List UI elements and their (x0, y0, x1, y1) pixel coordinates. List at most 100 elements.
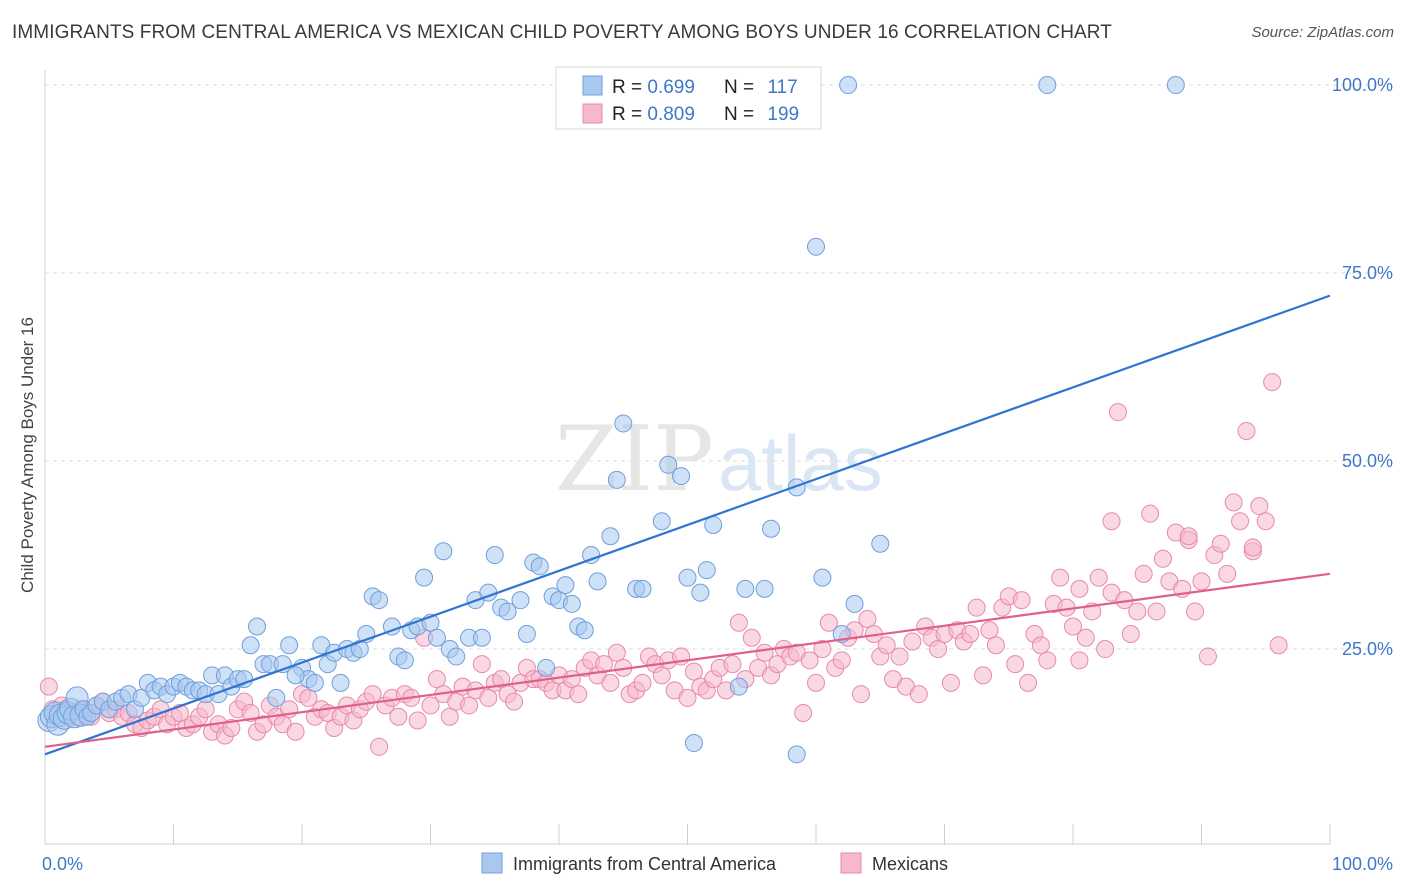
data-point-immigrants (755, 579, 774, 598)
data-point-mexicans (941, 673, 960, 692)
data-point-mexicans (974, 666, 993, 685)
data-point-immigrants (267, 688, 286, 707)
x-tick-label: 0.0% (42, 854, 83, 874)
x-tick-label: 100.0% (1332, 854, 1393, 874)
data-point-mexicans (286, 722, 305, 741)
data-point-immigrants (556, 576, 575, 595)
data-point-mexicans (1231, 512, 1250, 531)
data-point-mexicans (1198, 647, 1217, 666)
data-point-mexicans (1263, 373, 1282, 392)
data-point-immigrants (871, 534, 890, 553)
data-point-immigrants (691, 583, 710, 602)
stat-r-label-1: R = (612, 77, 647, 98)
data-point-mexicans (1051, 568, 1070, 587)
data-point-mexicans (1012, 591, 1031, 610)
data-point-mexicans (472, 655, 491, 674)
data-point-mexicans (1121, 625, 1140, 643)
data-point-mexicans (1108, 403, 1127, 422)
data-point-immigrants (562, 594, 581, 613)
data-point-mexicans (241, 703, 260, 722)
data-point-mexicans (729, 613, 748, 632)
data-point-mexicans (479, 688, 498, 707)
trend-line-mexicans (44, 572, 1331, 748)
data-point-mexicans (1237, 421, 1256, 440)
bottom-legend: Immigrants from Central America Mexicans (481, 852, 948, 874)
data-point-mexicans (909, 685, 928, 704)
stat-n-label-1: N = (724, 77, 759, 98)
data-point-immigrants (427, 628, 446, 647)
data-point-immigrants (434, 542, 453, 561)
data-point-immigrants (684, 734, 703, 753)
data-point-mexicans (370, 737, 389, 756)
legend-label-immigrants: Immigrants from Central America (513, 854, 777, 874)
data-point-immigrants (729, 677, 748, 696)
stat-r-label-2: R = (612, 104, 647, 125)
data-point-immigrants (511, 591, 530, 610)
watermark-zip: ZIP (555, 407, 714, 512)
data-point-immigrants (582, 546, 601, 565)
data-point-mexicans (1019, 673, 1038, 692)
data-point-mexicans (794, 703, 813, 722)
data-point-immigrants (498, 602, 517, 621)
data-point-immigrants (485, 546, 504, 565)
series-immigrants-central-america (37, 76, 1185, 764)
data-point-mexicans (39, 677, 58, 696)
data-point-mexicans (1153, 549, 1172, 568)
data-point-mexicans (1269, 636, 1288, 655)
data-point-mexicans (1147, 602, 1166, 621)
stat-n-value-1: 117 (767, 77, 797, 98)
watermark: ZIP atlas (555, 407, 883, 512)
y-axis-label: Child Poverty Among Boys Under 16 (18, 317, 37, 593)
data-point-immigrants (588, 572, 607, 591)
stat-r-value-2: 0.809 (647, 104, 695, 125)
source-label: Source: ZipAtlas.com (1251, 24, 1394, 41)
data-point-mexicans (601, 673, 620, 692)
data-point-mexicans (408, 711, 427, 730)
y-tick-label: 50.0% (1342, 451, 1393, 471)
data-point-mexicans (1186, 602, 1205, 621)
data-point-mexicans (1224, 493, 1243, 512)
data-point-mexicans (1179, 527, 1198, 546)
data-point-mexicans (1070, 651, 1089, 670)
axes (44, 70, 1331, 845)
data-point-mexicans (1070, 579, 1089, 598)
data-point-mexicans (1064, 617, 1082, 636)
data-point-immigrants (678, 568, 697, 587)
y-tick-label: 75.0% (1342, 263, 1393, 283)
data-point-immigrants (1166, 76, 1185, 95)
data-point-mexicans (903, 632, 922, 651)
data-point-immigrants (736, 579, 755, 598)
data-point-mexicans (440, 707, 459, 726)
data-point-mexicans (460, 696, 479, 715)
gridlines (45, 84, 1392, 650)
data-point-mexicans (1089, 568, 1108, 587)
data-point-mexicans (807, 673, 825, 692)
data-point-mexicans (1038, 651, 1057, 670)
data-point-mexicans (1102, 512, 1121, 531)
legend-swatch-blue (582, 75, 603, 96)
data-point-immigrants (787, 478, 806, 497)
data-point-immigrants (697, 561, 716, 580)
stat-n-label-2: N = (724, 104, 759, 125)
data-point-mexicans (858, 609, 877, 628)
data-point-immigrants (633, 579, 652, 598)
data-point-mexicans (1031, 636, 1050, 655)
data-point-mexicans (569, 685, 588, 704)
data-point-mexicans (607, 643, 626, 662)
data-point-immigrants (652, 512, 671, 531)
data-point-mexicans (742, 628, 761, 647)
data-point-immigrants (607, 470, 626, 489)
data-point-immigrants (839, 76, 858, 95)
data-point-mexicans (813, 640, 832, 659)
data-point-mexicans (800, 651, 819, 670)
data-point-mexicans (1218, 564, 1237, 583)
data-point-mexicans (389, 707, 408, 726)
data-point-immigrants (762, 519, 781, 538)
data-point-immigrants (350, 640, 369, 659)
data-point-mexicans (890, 647, 909, 666)
data-point-mexicans (684, 662, 703, 681)
data-point-mexicans (1250, 497, 1269, 516)
data-point-mexicans (421, 696, 440, 715)
data-point-immigrants (530, 557, 549, 576)
